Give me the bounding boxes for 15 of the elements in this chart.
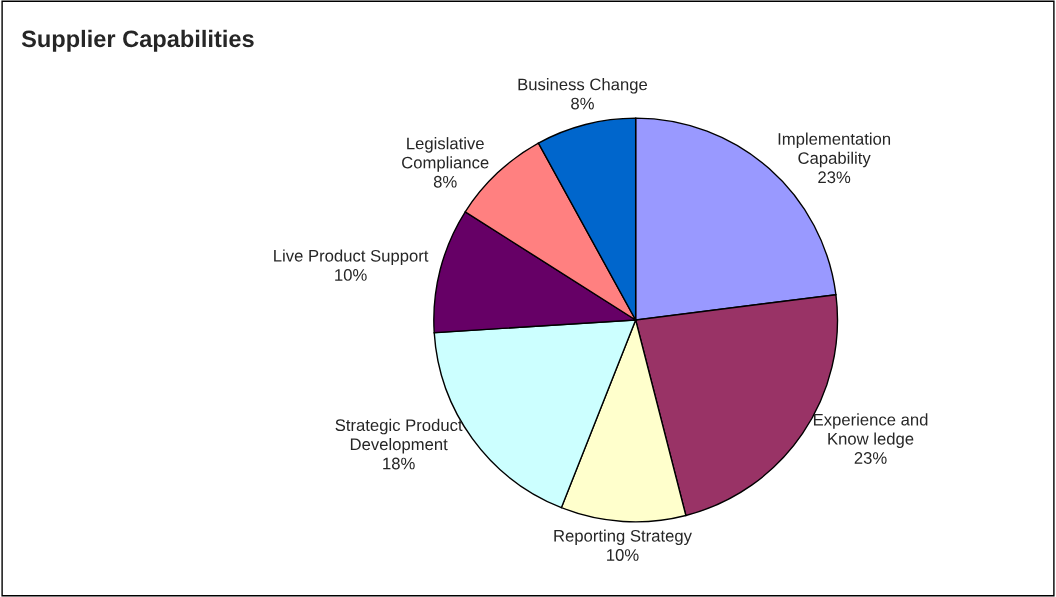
data-label: 10% bbox=[607, 549, 639, 561]
slice-label: Experience and Know ledge bbox=[813, 413, 928, 449]
data-label: 8% bbox=[571, 97, 594, 110]
data-label: 18% bbox=[383, 457, 415, 470]
slice-label: Reporting Strategy bbox=[554, 529, 692, 546]
slice-label: Implementation Capability bbox=[778, 132, 891, 168]
slice-label: Legislative Compliance bbox=[402, 137, 489, 172]
slice-label: Strategic Product Development bbox=[335, 418, 463, 454]
data-label: 8% bbox=[433, 175, 457, 188]
slice-label: Live Product Support bbox=[274, 249, 429, 265]
data-label: 23% bbox=[854, 452, 887, 464]
chart-title: Supplier Capabilities bbox=[21, 29, 254, 52]
data-label: 10% bbox=[335, 269, 367, 281]
slice-label: Business Change bbox=[518, 78, 648, 94]
data-label: 23% bbox=[818, 171, 851, 184]
